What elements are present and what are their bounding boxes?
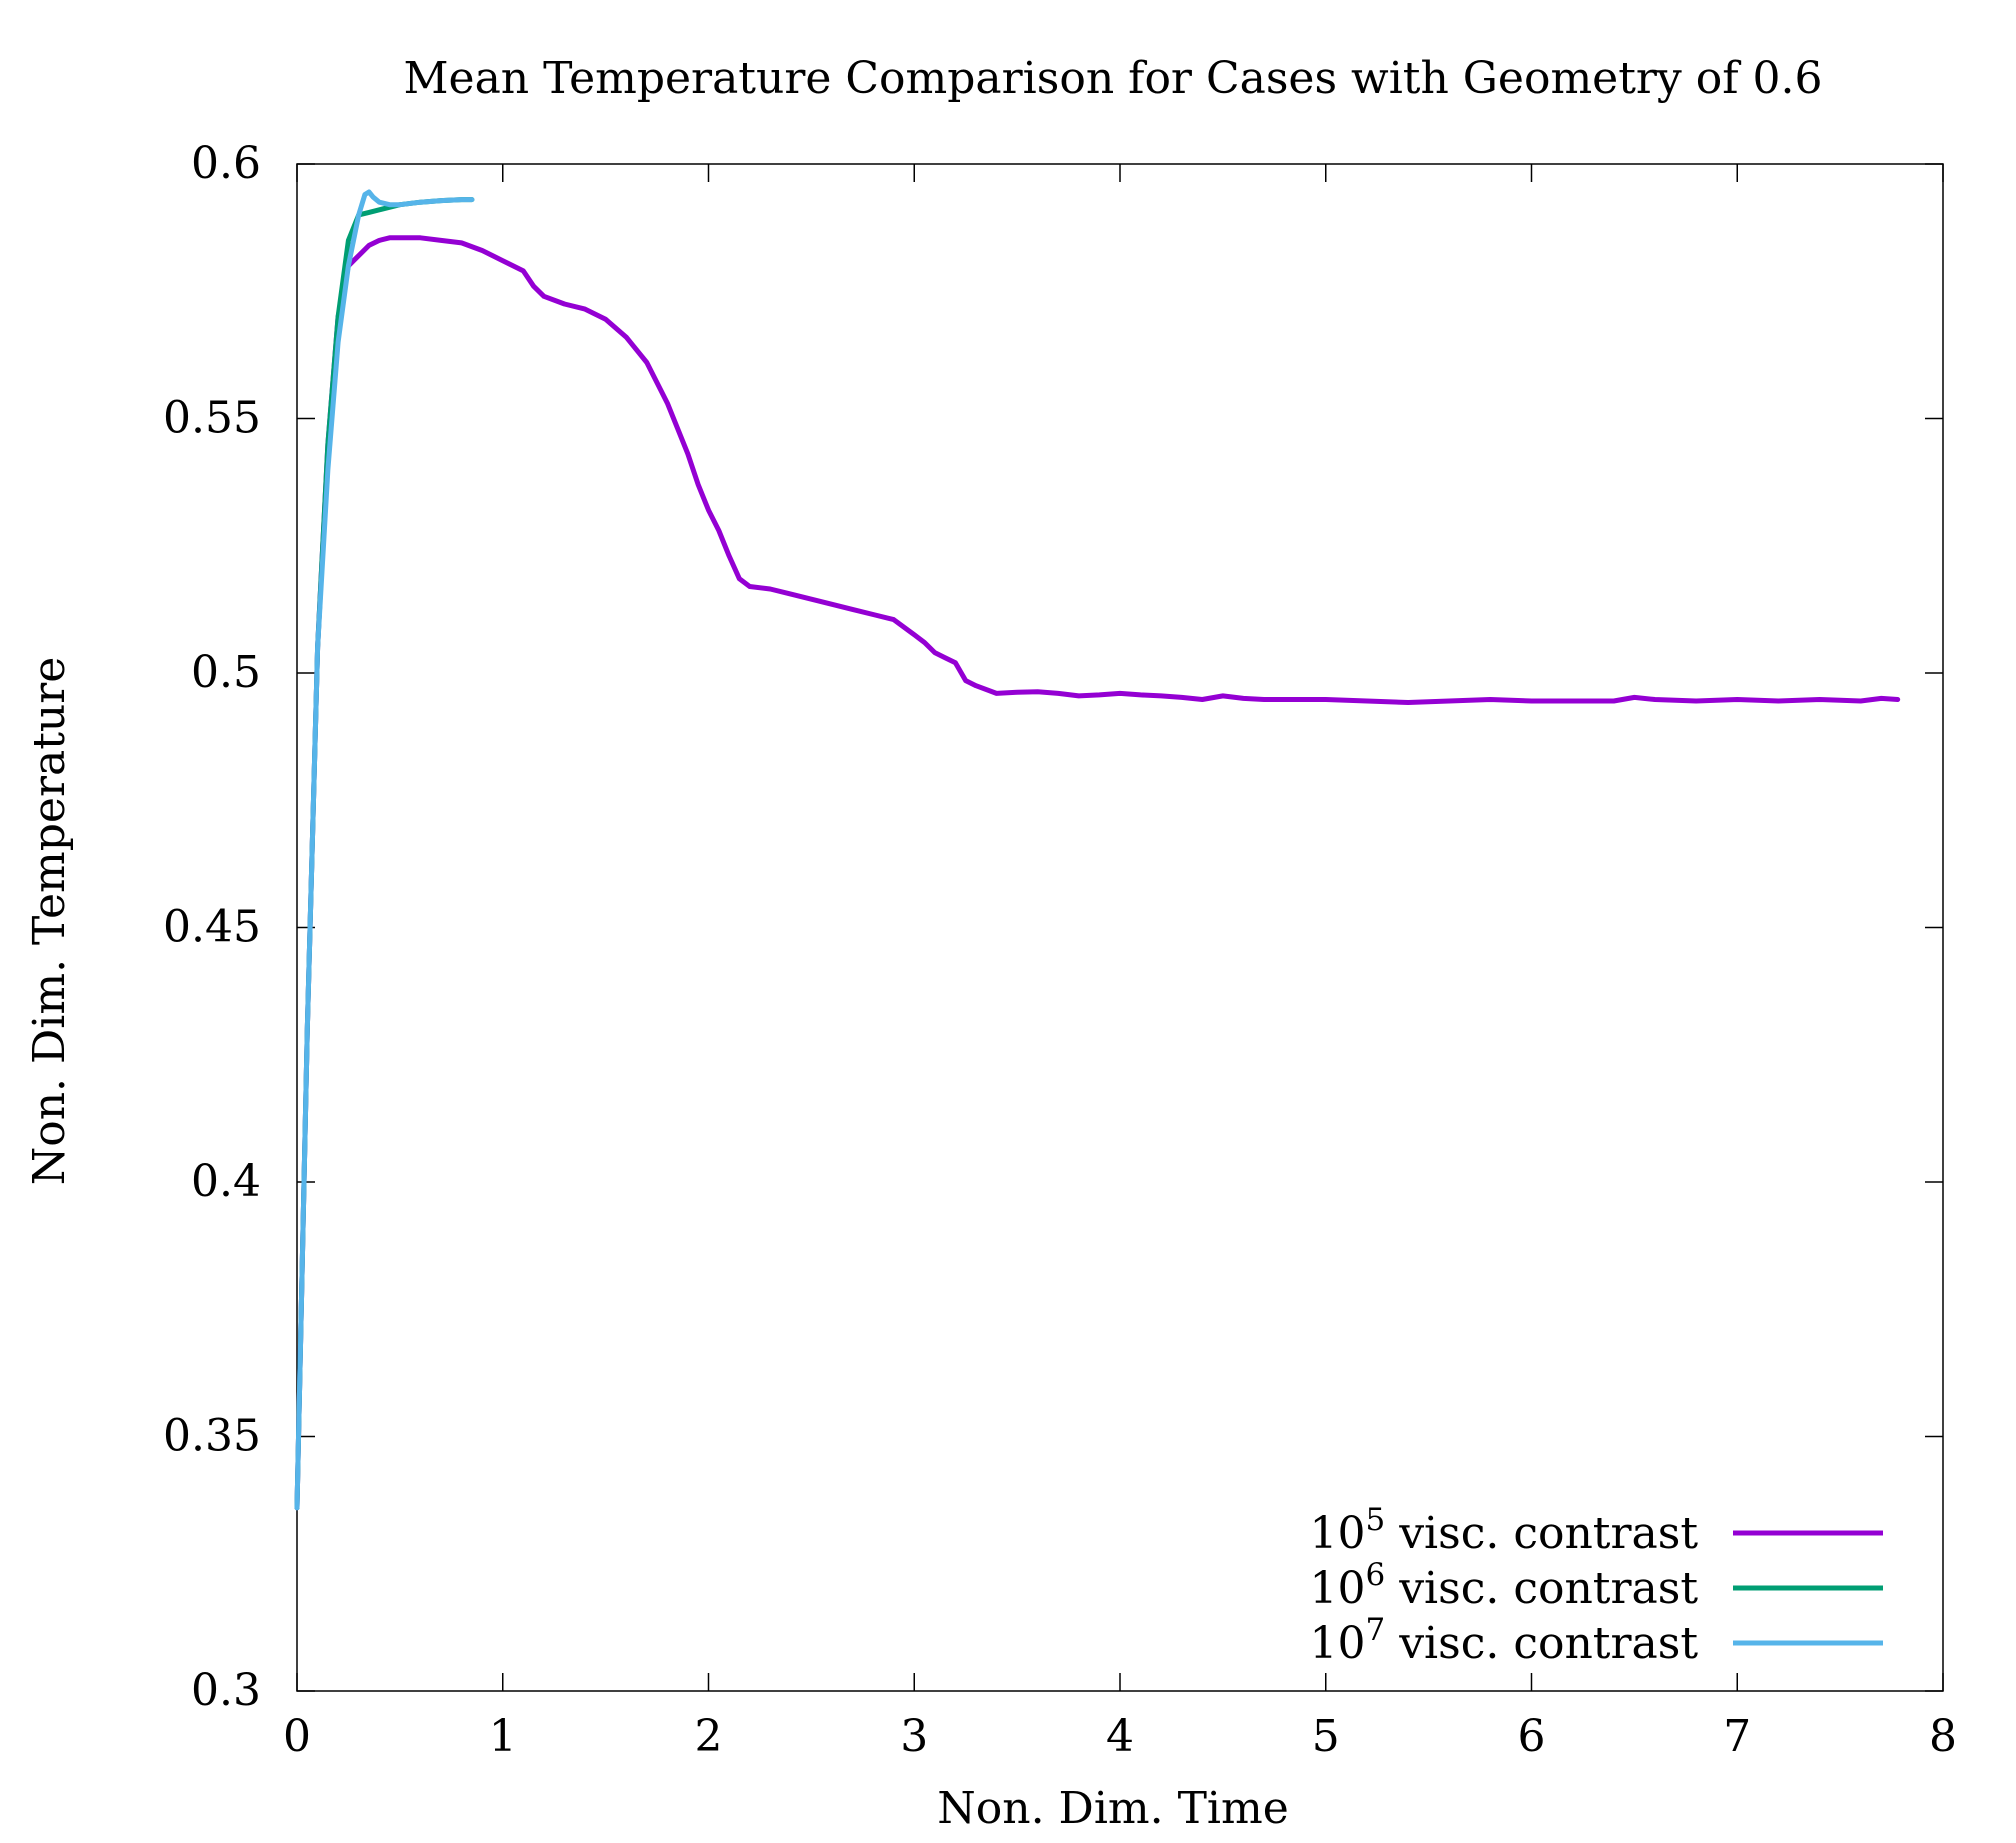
- x-tick-label: 6: [1518, 1711, 1546, 1762]
- x-tick-label: 1: [489, 1711, 517, 1762]
- x-tick-label: 4: [1106, 1711, 1134, 1762]
- series-line-3: [294, 189, 475, 1511]
- y-tick-label: 0.4: [191, 1156, 261, 1207]
- chart-title: Mean Temperature Comparison for Cases wi…: [403, 53, 1822, 104]
- y-tick-label: 0.5: [191, 647, 261, 698]
- legend-label-1: 105 visc. contrast: [1309, 1502, 1698, 1559]
- x-tick-label: 3: [900, 1711, 928, 1762]
- x-tick-label: 7: [1723, 1711, 1751, 1762]
- plot-area: 0 1 2 3 4 5 6 7 8 0.3 0.35 0.4 0.45 0.5 0.55 0.6 105 vis…: [163, 138, 1957, 1762]
- y-axis-label: Non. Dim. Temperature: [24, 657, 75, 1186]
- x-tick-label: 0: [283, 1711, 311, 1762]
- y-tick-label: 0.55: [163, 393, 261, 444]
- x-axis-label: Non. Dim. Time: [937, 1783, 1289, 1834]
- y-tick-label: 0.35: [163, 1411, 261, 1462]
- x-tick-label: 2: [695, 1711, 723, 1762]
- series-line-1: [294, 235, 1901, 1511]
- legend-label-2: 106 visc. contrast: [1309, 1557, 1698, 1614]
- legend-label-3: 107 visc. contrast: [1309, 1612, 1698, 1669]
- y-tick-label: 0.45: [163, 902, 261, 953]
- x-tick-label: 8: [1929, 1711, 1957, 1762]
- x-tick-label: 5: [1312, 1711, 1340, 1762]
- y-tick-label: 0.3: [191, 1665, 261, 1716]
- y-tick-label: 0.6: [191, 138, 261, 189]
